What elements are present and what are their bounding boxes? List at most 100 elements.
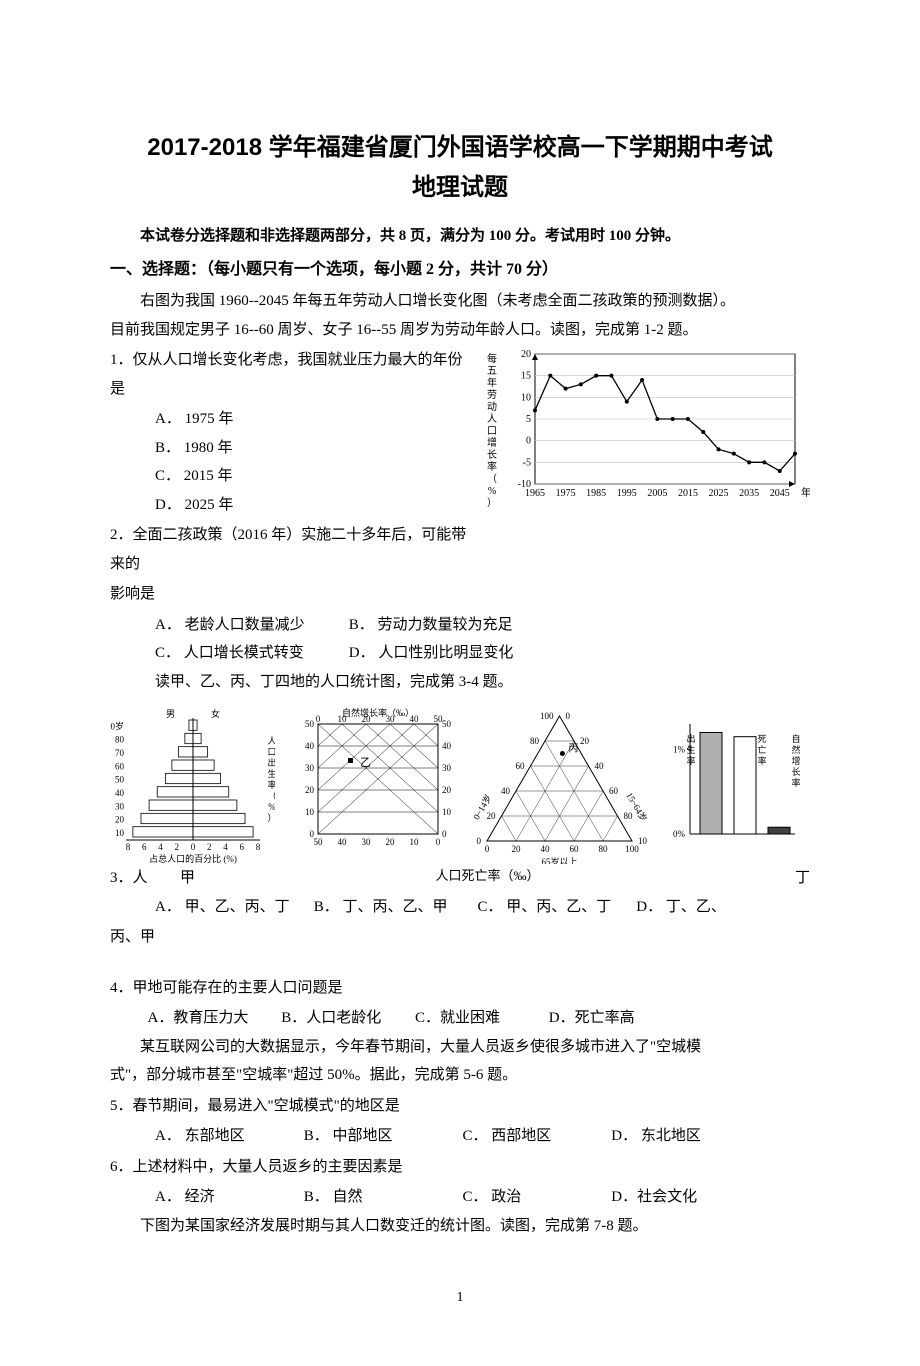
q6-optD: D．社会文化 — [611, 1183, 697, 1212]
svg-text:0: 0 — [436, 837, 441, 847]
q5-optB: B． 中部地区 — [304, 1122, 459, 1151]
svg-text:100: 100 — [625, 844, 639, 854]
passage1-line2: 目前我国规定男子 16--60 周岁、女子 16--55 周岁为劳动年龄人口。读… — [110, 316, 810, 345]
q5-stem: 5．春节期间，最易进入"空城模式"的地区是 — [110, 1092, 810, 1121]
svg-text:40: 40 — [594, 761, 604, 771]
q6-optC: C． 政治 — [463, 1183, 608, 1212]
svg-text:100: 100 — [638, 836, 647, 846]
svg-text:10: 10 — [115, 828, 125, 838]
q3-options: A． 甲、乙、丙、丁 B． 丁、丙、乙、甲 C． 甲、丙、乙、丁 D． 丁、乙、 — [110, 893, 810, 922]
svg-text:40: 40 — [115, 788, 125, 798]
svg-text:8: 8 — [126, 842, 131, 852]
svg-text:1965: 1965 — [525, 488, 545, 499]
svg-text:年份: 年份 — [801, 486, 810, 499]
svg-text:30: 30 — [442, 763, 452, 773]
svg-text:人: 人 — [267, 736, 275, 746]
q2-optD: D． 人口性别比明显变化 — [349, 639, 514, 668]
q3-label-row: 3．人 甲 人口死亡率（‰） 丁 — [110, 864, 810, 893]
svg-text:15: 15 — [521, 371, 531, 382]
svg-text:90岁: 90岁 — [110, 720, 124, 731]
svg-text:0: 0 — [316, 714, 321, 724]
exam-page: 2017-2018 学年福建省厦门外国语学校高一下学期期中考试 地理试题 本试卷… — [0, 0, 920, 1366]
svg-text:增: 增 — [791, 755, 800, 766]
q4-optD: D．死亡率高 — [549, 1004, 679, 1033]
q2-stem1: 2．全面二孩政策（2016 年）实施二十多年后，可能带来的 — [110, 521, 810, 578]
svg-text:率: 率 — [757, 755, 766, 766]
svg-text:70: 70 — [115, 748, 125, 758]
svg-text:0: 0 — [526, 436, 531, 447]
q3-label-jia: 甲 — [180, 864, 235, 893]
svg-text:自: 自 — [791, 733, 800, 744]
svg-text:10: 10 — [442, 807, 452, 817]
svg-text:动: 动 — [487, 401, 497, 413]
q2-optA: A． 老龄人口数量减少 — [155, 611, 345, 640]
intro-text: 本试卷分选择题和非选择题两部分，共 8 页，满分为 100 分。考试用时 100… — [110, 224, 810, 245]
q4-optA: A．教育压力大 — [148, 1004, 278, 1033]
svg-text:40: 40 — [305, 741, 315, 751]
svg-text:（: （ — [267, 791, 275, 801]
svg-text:8: 8 — [256, 842, 261, 852]
scatter-chart-svg: 自然增长率（‰）01020304050505040403030202010100… — [288, 704, 458, 864]
svg-text:30: 30 — [305, 763, 315, 773]
svg-text:女: 女 — [211, 708, 220, 719]
svg-text:人: 人 — [487, 413, 497, 425]
svg-text:2: 2 — [207, 842, 212, 852]
svg-text:1995: 1995 — [617, 488, 637, 499]
svg-text:长: 长 — [487, 449, 497, 461]
svg-text:4: 4 — [158, 842, 163, 852]
q3-label-ding: 丁 — [740, 864, 810, 893]
q3-tail: 丙、甲 — [110, 923, 810, 952]
passage3-line2: 式"，部分城市甚至"空城率"超过 50%。据此，完成第 5-6 题。 — [110, 1061, 810, 1090]
q5-optA: A． 东部地区 — [155, 1122, 300, 1151]
svg-text:劳: 劳 — [487, 388, 497, 401]
q3-prefix: 3．人 — [110, 864, 180, 893]
svg-text:80: 80 — [598, 844, 608, 854]
svg-text:60: 60 — [515, 761, 525, 771]
svg-text:口: 口 — [267, 747, 275, 757]
svg-text:率: 率 — [686, 755, 695, 766]
svg-text:长: 长 — [791, 766, 800, 777]
svg-text:）: ） — [267, 813, 275, 823]
svg-text:40: 40 — [501, 786, 511, 796]
svg-text:五: 五 — [487, 366, 497, 377]
svg-text:60: 60 — [609, 786, 619, 796]
svg-text:20: 20 — [442, 785, 452, 795]
q6-optB: B． 自然 — [304, 1183, 459, 1212]
svg-text:20: 20 — [580, 736, 590, 746]
svg-text:乙: 乙 — [360, 756, 371, 769]
title-line1: 2017-2018 学年福建省厦门外国语学校高一下学期期中考试 — [110, 130, 810, 166]
svg-text:（: （ — [487, 473, 497, 485]
svg-text:0: 0 — [191, 842, 196, 852]
svg-text:40: 40 — [442, 741, 452, 751]
svg-text:每: 每 — [487, 352, 497, 365]
q1-optC: C． 2015 年 — [155, 462, 315, 491]
q3-label-mid: 人口死亡率（‰） — [235, 864, 740, 893]
svg-text:2015: 2015 — [678, 488, 698, 499]
svg-text:6: 6 — [240, 842, 245, 852]
svg-text:1%: 1% — [673, 744, 686, 754]
svg-text:40: 40 — [338, 837, 348, 847]
triangle-chart-svg: 0100020802040604060406080208010001000~14… — [472, 704, 647, 864]
q3-optB: B． 丁、丙、乙、甲 — [314, 893, 474, 922]
q2-options-row1: A． 老龄人口数量减少 B． 劳动力数量较为充足 — [110, 611, 810, 640]
svg-text:2035: 2035 — [739, 488, 759, 499]
svg-text:60: 60 — [115, 761, 125, 771]
q4-stem: 4．甲地可能存在的主要人口问题是 — [110, 974, 810, 1003]
bar-chart-svg: 1%0%出生率死亡率自然增长率 — [660, 704, 810, 864]
svg-text:2045: 2045 — [770, 488, 790, 499]
svg-text:20: 20 — [486, 811, 496, 821]
q2-optC: C． 人口增长模式转变 — [155, 639, 345, 668]
page-number: 1 — [110, 1290, 810, 1306]
q4-options: A．教育压力大 B．人口老龄化 C．就业困难 D．死亡率高 — [110, 1004, 810, 1033]
svg-text:0: 0 — [476, 836, 481, 846]
svg-text:率: 率 — [791, 777, 800, 788]
svg-text:1985: 1985 — [586, 488, 606, 499]
section1-heading: 一、选择题：（每小题只有一个选项，每小题 2 分，共计 70 分） — [110, 255, 810, 279]
svg-text:80: 80 — [623, 811, 633, 821]
svg-text:出: 出 — [267, 757, 275, 768]
svg-text:40: 40 — [410, 714, 420, 724]
q3-optD: D． 丁、乙、 — [636, 893, 726, 922]
svg-text:2005: 2005 — [647, 488, 667, 499]
q2-stem2: 影响是 — [110, 580, 810, 609]
svg-text:1975: 1975 — [556, 488, 576, 499]
